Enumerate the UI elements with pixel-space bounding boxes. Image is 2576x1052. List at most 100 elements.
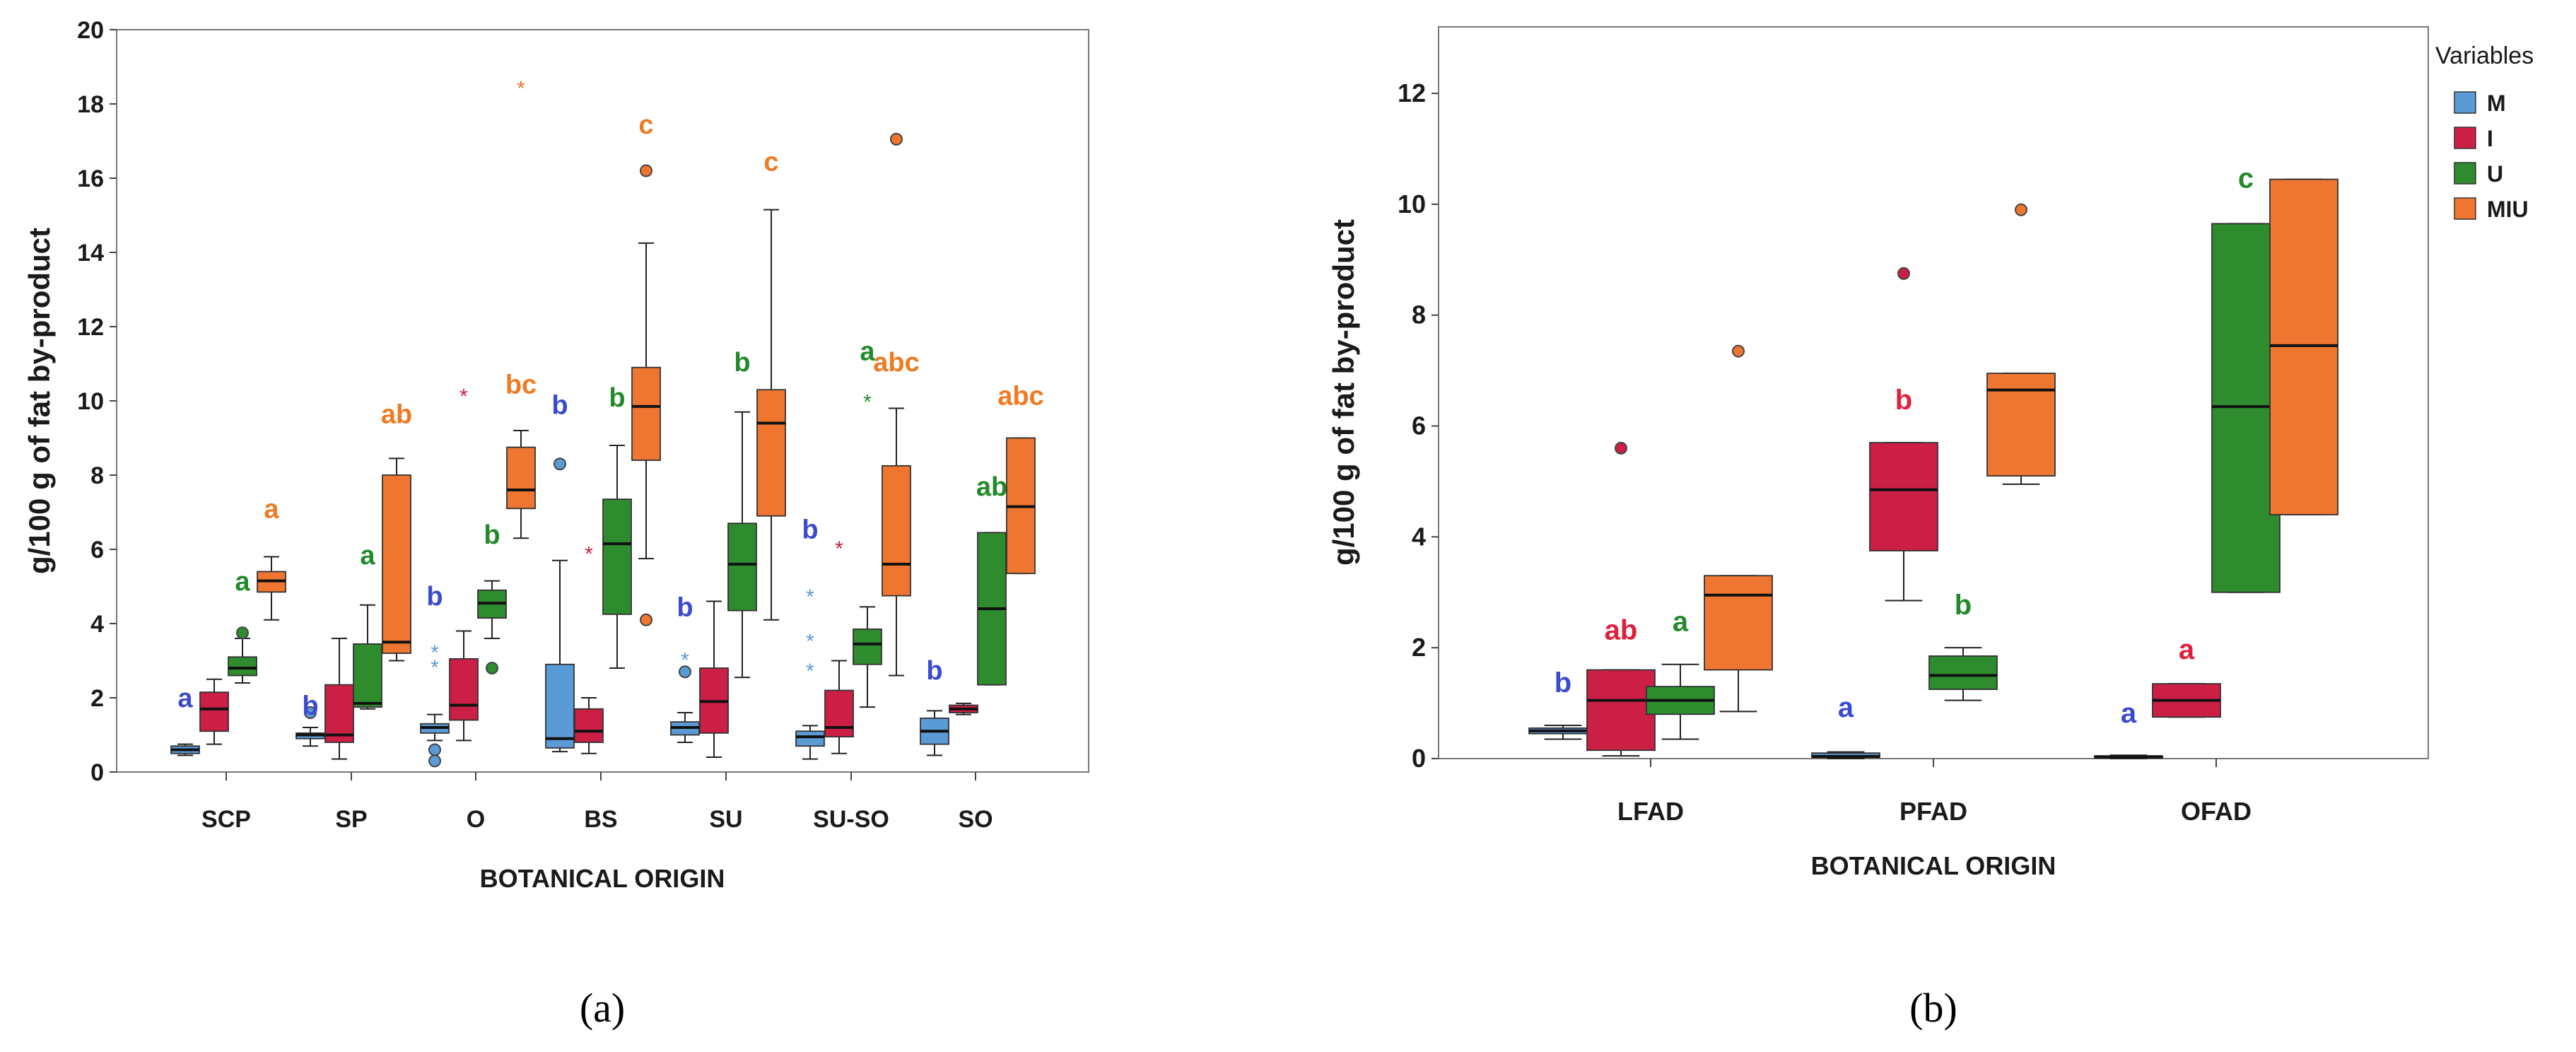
panel-a-m-su-so-extreme-2: * <box>806 660 814 683</box>
panel-a-m-su-so-significance-letter: b <box>802 515 818 544</box>
panel-a-miu-o-box: * bc <box>505 77 537 539</box>
panel-b-i-lfad-box: ab <box>1586 441 1656 757</box>
panel-b-i-pfad-significance-letter: b <box>1895 385 1912 416</box>
panel-a-ytick-label-16: 16 <box>77 165 104 192</box>
panel-a-x-axis-label: BOTANICAL ORIGIN <box>480 864 725 893</box>
panel-a-m-so-box: b <box>920 656 949 756</box>
panel-a-m-su-extreme-0: * <box>681 648 689 672</box>
panel-a-u-su-iqr <box>727 522 757 612</box>
panel-a-miu-bs-box: c <box>631 110 661 626</box>
panel-a-miu-bs-outlier-0 <box>640 164 652 177</box>
panel-a-miu-su-so-significance-letter: abc <box>873 348 919 378</box>
panel-b-u-pfad-box: b <box>1928 590 1998 701</box>
panel-a-i-su-so-extreme-0: * <box>835 537 843 561</box>
panel-b-m-lfad-significance-letter: b <box>1555 667 1571 699</box>
panel-a-xtick-label-o: O <box>467 806 485 833</box>
panel-a-miu-scp-significance-letter: a <box>264 494 279 524</box>
panel-a-miu-o-extreme-0: * <box>517 77 525 100</box>
panel-b-i-pfad-outlier-0 <box>1897 267 1910 280</box>
panel-a-m-su-box: *b <box>670 593 700 743</box>
panel-a-ytick-label-18: 18 <box>77 91 104 118</box>
panel-b-u-pfad-significance-letter: b <box>1955 590 1972 621</box>
panel-a-i-so-box <box>949 702 978 715</box>
panel-a-i-scp-iqr <box>199 691 229 732</box>
panel-a-u-su-so-box: *a <box>853 337 882 708</box>
panel-a-u-sp-box: a <box>353 541 382 710</box>
panel-b-xtick-label-lfad: LFAD <box>1617 797 1684 826</box>
legend-label-miu: MIU <box>2487 197 2529 222</box>
panel-a-miu-bs-significance-letter: c <box>638 110 653 140</box>
panel-a-u-o-significance-letter: b <box>484 520 500 550</box>
panel-a-xtick-label-bs: BS <box>584 806 617 833</box>
panel-a-label: (a) <box>580 985 625 1031</box>
panel-a-u-scp-iqr <box>228 656 257 677</box>
panel-b-i-lfad-outlier-0 <box>1615 441 1627 455</box>
panel-a-i-su-so-box: * <box>824 537 854 754</box>
panel-a-miu-su-so-iqr <box>882 464 911 597</box>
panel-a-miu-so-box: abc <box>997 381 1044 575</box>
panel-a-miu-sp-iqr <box>382 474 411 654</box>
panel-a-u-o-box: b <box>477 520 507 674</box>
panel-a-xtick-label-su: SU <box>709 806 742 833</box>
panel-a-ytick-label-10: 10 <box>77 388 104 415</box>
panel-a-m-sp-box: b <box>295 691 325 747</box>
panel-a-miu-so-significance-letter: abc <box>997 381 1043 411</box>
panel-a-m-su-so-extreme-0: * <box>806 585 814 609</box>
panel-a-u-su-so-significance-letter: a <box>860 337 875 366</box>
panel-a-m-o-outlier-0 <box>428 743 441 756</box>
panel-a-ytick-label-6: 6 <box>90 537 104 563</box>
panel-b-m-ofad-significance-letter: a <box>2121 698 2137 729</box>
panel-a-u-sp-iqr <box>353 643 382 708</box>
panel-b-miu-lfad-outlier-0 <box>1732 344 1745 358</box>
panel-a-m-su-outlier-0 <box>679 665 691 679</box>
legend: Variables M I U MIU <box>2435 42 2534 222</box>
panel-a-miu-bs-iqr <box>631 366 661 461</box>
panel-a-miu-scp-box: a <box>257 494 286 621</box>
panel-a-m-su-so-iqr <box>795 730 825 747</box>
panel-a-miu-su-box: c <box>756 148 786 621</box>
panel-b-y-ticks: 0 2 4 6 8 10 12 <box>1398 78 1439 773</box>
panel-a-i-bs-box: * <box>574 543 604 754</box>
panel-a-m-su-so-extreme-1: * <box>806 630 814 653</box>
panel-a-i-sp-box <box>324 638 354 760</box>
panel-a-u-scp-outlier-0 <box>236 626 249 640</box>
panel-b-i-ofad-significance-letter: a <box>2179 634 2195 665</box>
panel-b-x-ticks: LFAD PFAD OFAD <box>1617 759 2252 826</box>
panel-a-u-so-significance-letter: ab <box>976 472 1007 502</box>
panel-a-xtick-label-scp: SCP <box>201 806 251 833</box>
panel-a-i-o-iqr <box>449 658 479 721</box>
panel-a-m-so-significance-letter: b <box>926 656 942 686</box>
legend-label-i: I <box>2487 126 2493 151</box>
panel-a-i-bs-extreme-0: * <box>585 543 593 566</box>
panel-a-u-bs-iqr <box>602 498 632 615</box>
panel-b-ytick-label-8: 8 <box>1412 300 1426 329</box>
panel-b-miu-lfad-box <box>1704 344 1773 713</box>
panel-b-label: (b) <box>1909 985 1957 1031</box>
panel-a-xtick-label-so: SO <box>958 806 993 833</box>
panel-a-ytick-label-4: 4 <box>90 611 104 638</box>
panel-a-ytick-label-14: 14 <box>77 240 104 267</box>
panel-b-m-pfad-box: a <box>1811 692 1880 759</box>
panel-a-miu-su-so-box: abc <box>873 132 920 677</box>
panel-b-ytick-label-6: 6 <box>1412 411 1426 440</box>
panel-a-m-bs-outlier-0 <box>554 457 566 471</box>
panel-b-ytick-label-4: 4 <box>1412 522 1426 551</box>
panel-a-i-su-so-iqr <box>824 689 854 738</box>
panel-b-miu-pfad-outlier-0 <box>2015 203 2027 216</box>
panel-a-m-o-box: ** b <box>420 582 450 768</box>
legend-swatch-i <box>2454 127 2476 149</box>
panel-b-ytick-label-12: 12 <box>1398 78 1426 107</box>
panel-a-m-sp-outlier-0 <box>304 706 317 719</box>
panel-b-xtick-label-pfad: PFAD <box>1899 797 1967 826</box>
panel-a-miu-o-significance-letter: bc <box>505 370 537 400</box>
panel-a-u-su-box: b <box>727 348 757 679</box>
legend-label-u: U <box>2487 161 2503 187</box>
panel-a-i-scp-box <box>199 678 229 745</box>
panel-a-xtick-label-sp: SP <box>335 806 367 833</box>
panel-a-miu-o-iqr <box>506 446 536 510</box>
panel-a-m-o-extreme-0: * <box>431 641 439 665</box>
panel-b-u-ofad-significance-letter: c <box>2238 163 2254 194</box>
legend-swatch-miu <box>2454 197 2476 220</box>
